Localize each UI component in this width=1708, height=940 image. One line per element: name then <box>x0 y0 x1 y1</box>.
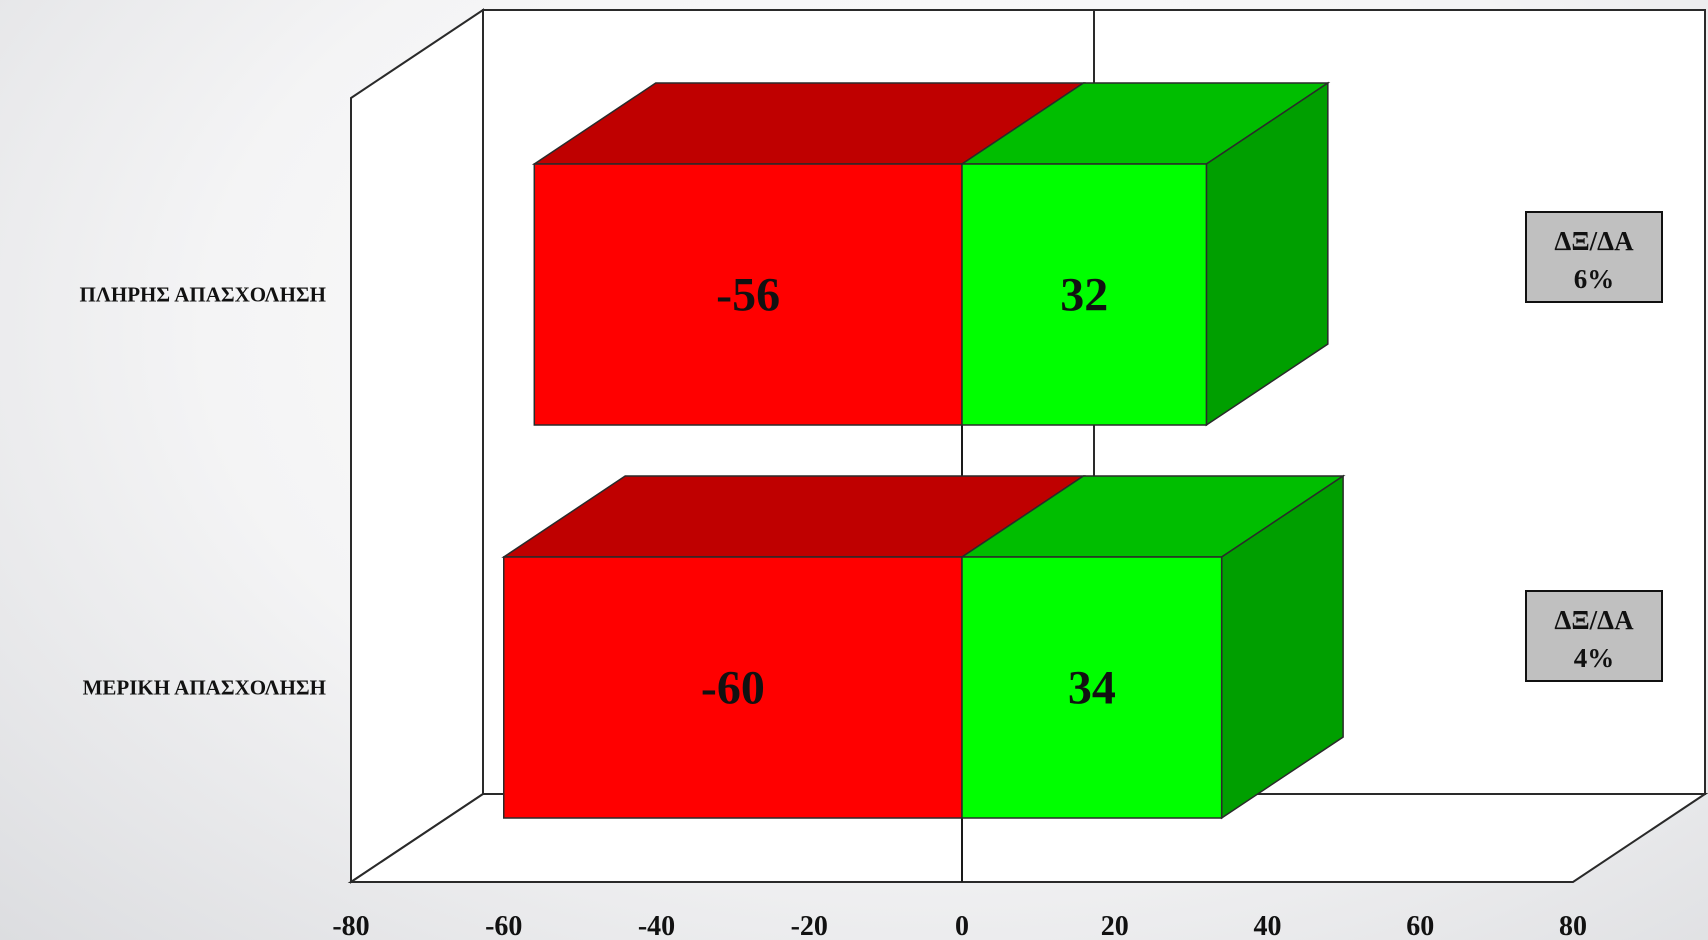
annotation-boxes: ΔΞ/ΔΑ 6% ΔΞ/ΔΑ 4% <box>1525 211 1663 682</box>
x-tick-label: -20 <box>791 911 828 940</box>
x-tick-label: -40 <box>638 911 675 940</box>
bar-row: -56 32 <box>531 81 1331 427</box>
annotation-line2: 6% <box>1574 264 1615 294</box>
category-labels: ΠΛΗΡΗΣ ΑΠΑΣΧΟΛΗΣΗ ΜΕΡΙΚΗ ΑΠΑΣΧΟΛΗΣΗ <box>79 283 326 700</box>
bar-row: -60 34 <box>501 474 1346 820</box>
value-label-positive: 34 <box>1068 662 1116 715</box>
x-tick-label: 20 <box>1101 911 1129 940</box>
bar-positive <box>961 556 1223 819</box>
bar-negative <box>503 556 963 819</box>
annotation-box-bg <box>1525 590 1663 682</box>
value-label-positive: 32 <box>1060 269 1108 322</box>
x-tick-label: -60 <box>485 911 522 940</box>
bar-positive <box>961 163 1208 426</box>
annotation-line1: ΔΞ/ΔΑ <box>1554 226 1634 256</box>
category-label: ΜΕΡΙΚΗ ΑΠΑΣΧΟΛΗΣΗ <box>83 676 326 700</box>
category-label: ΠΛΗΡΗΣ ΑΠΑΣΧΟΛΗΣΗ <box>79 283 326 307</box>
value-label-negative: -60 <box>701 662 765 715</box>
bars-group: -56 32 -60 34 <box>501 81 1346 820</box>
annotation-line2: 4% <box>1574 643 1615 673</box>
x-tick-label: -80 <box>332 911 369 940</box>
bar-negative <box>533 163 963 426</box>
annotation-box: ΔΞ/ΔΑ 4% <box>1525 590 1663 682</box>
value-label-negative: -56 <box>716 269 780 322</box>
x-tick-labels: -80 -60 -40 -20 0 20 40 60 80 <box>332 911 1587 940</box>
x-tick-label: 40 <box>1254 911 1282 940</box>
x-tick-label: 80 <box>1559 911 1587 940</box>
x-tick-label: 60 <box>1406 911 1434 940</box>
annotation-box-bg <box>1525 211 1663 303</box>
x-tick-label: 0 <box>955 911 969 940</box>
annotation-line1: ΔΞ/ΔΑ <box>1554 605 1634 635</box>
annotation-box: ΔΞ/ΔΑ 6% <box>1525 211 1663 303</box>
left-wall <box>350 8 484 884</box>
